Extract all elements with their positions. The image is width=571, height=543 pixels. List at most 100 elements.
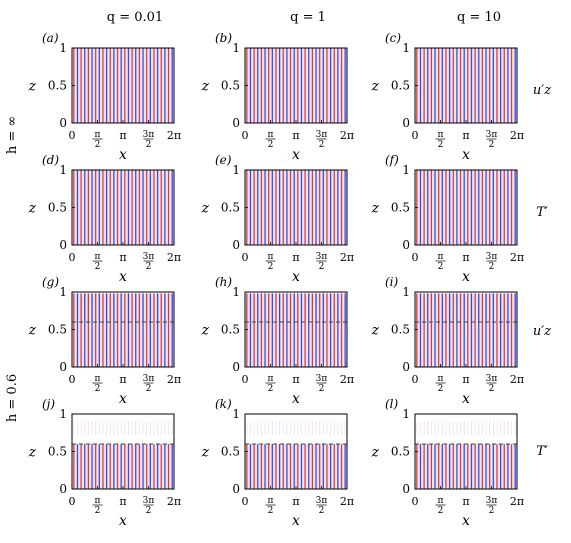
stripe-upper	[87, 292, 90, 322]
stripe-halo	[444, 170, 448, 245]
x-tick-label: 2π	[510, 129, 524, 142]
stripe-halo	[101, 444, 105, 489]
stripe-halo	[299, 293, 304, 367]
stripe-negative	[142, 444, 144, 489]
stripe-halo	[104, 444, 109, 489]
y-axis-label: z	[371, 201, 380, 217]
stripe-halo	[270, 293, 275, 367]
stripe-halo	[509, 170, 514, 245]
stripe-halo	[112, 444, 116, 489]
stripe-halo	[495, 444, 499, 489]
stripe-upper	[257, 421, 259, 435]
stripe-upper	[434, 292, 436, 322]
stripe-upper	[293, 292, 295, 322]
stripe-halo	[126, 293, 131, 367]
stripe-halo	[255, 48, 260, 123]
stripe-negative	[485, 48, 487, 123]
stripe-positive	[452, 48, 454, 123]
stripe-positive	[116, 293, 119, 367]
stripe-halo	[144, 170, 149, 245]
stripe-negative	[135, 170, 137, 245]
stripe-halo	[509, 444, 514, 489]
stripe-upper	[297, 292, 299, 322]
stripe-upper	[503, 292, 505, 322]
stripe-negative	[156, 170, 159, 245]
stripe-positive	[167, 48, 170, 123]
stripe-halo	[418, 444, 423, 489]
stripe-positive	[467, 444, 469, 489]
stripe-halo	[325, 170, 329, 245]
x-tick-label: 0	[69, 129, 76, 142]
stripe-negative	[84, 444, 86, 489]
stripe-halo	[440, 48, 445, 123]
stripe-halo	[484, 48, 488, 123]
stripe-negative	[478, 48, 480, 123]
stripe-halo	[476, 293, 481, 367]
y-tick-label: 0	[402, 238, 410, 252]
stripe-halo	[303, 293, 307, 367]
x-tick-label: 2π	[510, 373, 524, 386]
stripe-positive	[481, 444, 484, 489]
stripe-negative	[427, 293, 429, 367]
stripe-upper	[135, 421, 137, 435]
stripe-halo	[86, 444, 91, 489]
stripe-negative	[329, 170, 332, 245]
stripe-halo	[343, 48, 347, 123]
stripe-upper	[168, 421, 169, 435]
stripe-positive	[459, 48, 462, 123]
stripe-halo	[159, 444, 164, 489]
x-tick-label: 0	[242, 251, 249, 264]
stripe-positive	[87, 170, 90, 245]
stripe-halo	[310, 444, 315, 489]
stripe-negative	[293, 48, 295, 123]
stripe-halo	[274, 170, 278, 245]
stripe-negative	[149, 170, 151, 245]
stripe-positive	[474, 293, 476, 367]
stripe-upper	[249, 292, 252, 322]
stripe-positive	[260, 444, 263, 489]
stripe-upper	[319, 292, 321, 322]
stripe-halo	[72, 444, 76, 489]
stripe-halo	[310, 48, 315, 123]
stripe-upper	[434, 421, 436, 435]
stripe-halo	[133, 293, 138, 367]
stripe-halo	[429, 48, 434, 123]
stripe-halo	[506, 170, 510, 245]
stripe-halo	[415, 444, 419, 489]
panel-l: (l) 0 π 2 π 3π 2 2π 0 0.5 1 x z	[371, 397, 525, 529]
stripe-halo	[112, 48, 116, 123]
y-tick-label: 1	[59, 41, 67, 55]
stripe-halo	[487, 293, 492, 367]
stripe-halo	[166, 293, 171, 367]
stripe-negative	[434, 293, 436, 367]
stripe-halo	[502, 170, 507, 245]
stripe-positive	[467, 48, 469, 123]
stripe-positive	[496, 293, 498, 367]
stripe-halo	[321, 48, 326, 123]
stripe-positive	[510, 293, 513, 367]
stripe-negative	[142, 48, 144, 123]
stripe-halo	[296, 170, 300, 245]
stripe-positive	[467, 170, 469, 245]
stripe-halo	[303, 48, 307, 123]
panel-e: (e) 0 π 2 π 3π 2 2π 0 0.5 1 x z	[201, 153, 355, 285]
stripe-halo	[328, 293, 333, 367]
stripe-upper	[257, 292, 259, 322]
stripe-negative	[300, 444, 303, 489]
stripe-halo	[274, 48, 278, 123]
panel-k: (k) 0 π 2 π 3π 2 2π 0 0.5 1 x z	[201, 397, 355, 529]
stripe-negative	[156, 444, 159, 489]
stripe-halo	[93, 48, 98, 123]
stripe-upper	[511, 421, 512, 435]
stripe-positive	[124, 170, 126, 245]
stripe-halo	[336, 48, 340, 123]
stripe-halo	[458, 444, 463, 489]
stripe-positive	[146, 170, 148, 245]
stripe-halo	[285, 293, 289, 367]
stripe-upper	[278, 292, 281, 322]
stripe-negative	[113, 293, 115, 367]
